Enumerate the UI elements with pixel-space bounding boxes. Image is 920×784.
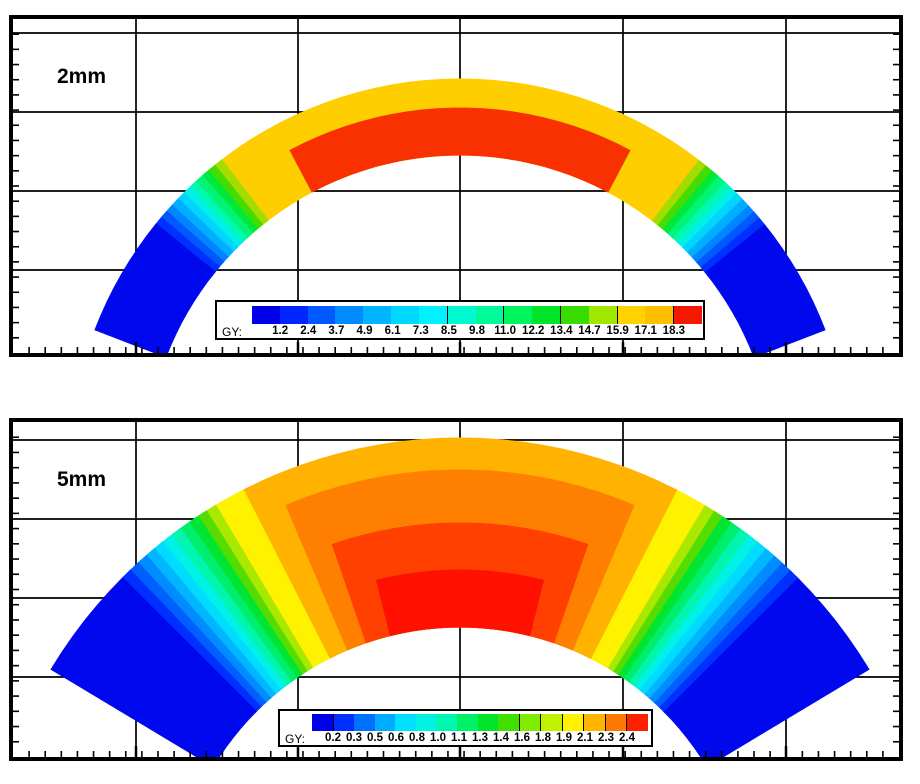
legend-tick-label: 7.3 <box>412 325 429 337</box>
colorbar-cell <box>252 306 280 324</box>
legend-tick-label: 2.3 <box>598 732 614 744</box>
plot-canvas <box>13 19 899 353</box>
legend-tick-label: 4.9 <box>356 325 373 337</box>
contour-band-nested <box>289 107 631 193</box>
contour-band-nested <box>375 569 545 637</box>
colorbar-cell <box>312 714 334 731</box>
colorbar-cell <box>447 306 476 324</box>
legend-tick-label: 15.9 <box>606 325 629 337</box>
plot-panel-2mm: 2mm GY: 1.2 2.4 3.7 4.9 6.1 7.3 8.5 9.8 11.0 12.2… <box>9 15 903 357</box>
contour-band <box>94 223 216 353</box>
colorbar-cell <box>418 306 448 324</box>
colorbar-cell <box>605 714 628 731</box>
colorbar-cell <box>415 714 437 731</box>
contour-band <box>50 576 258 757</box>
colorbar-cell <box>645 306 675 324</box>
legend-tick-label: 0.2 <box>325 732 341 744</box>
legend-tick-label: 1.1 <box>451 732 467 744</box>
legend-tick-label: 0.5 <box>367 732 383 744</box>
legend-tick-label: 0.3 <box>346 732 362 744</box>
colorbar-cell <box>541 714 563 731</box>
legend-tick-label: 1.2 <box>272 325 289 337</box>
plot-canvas <box>13 422 899 757</box>
colorbar-cell <box>674 306 702 324</box>
colorbar-cell <box>363 306 392 324</box>
colorbar <box>252 306 702 324</box>
legend-tick-label: 13.4 <box>550 325 573 337</box>
legend-tick-label: 18.3 <box>662 325 686 337</box>
colorbar-cell <box>519 714 542 731</box>
legend-tick-label: 1.8 <box>535 732 551 744</box>
colorbar-cell <box>584 714 606 731</box>
legend-tick-label: 2.1 <box>577 732 593 744</box>
legend-tick-label: 14.7 <box>578 325 601 337</box>
legend-tick-label: 1.3 <box>472 732 488 744</box>
legend-tick-label: 12.2 <box>522 325 545 337</box>
colorbar-cell <box>477 714 499 731</box>
legend-tick-label: 11.0 <box>494 325 516 337</box>
colorbar-cell <box>504 306 533 324</box>
colorbar-cell <box>335 306 364 324</box>
colorbar-cell <box>562 714 585 731</box>
colorbar-cell <box>456 714 478 731</box>
legend-tick-label: 1.0 <box>430 732 446 744</box>
legend-tick-label: 17.1 <box>634 325 657 337</box>
colorbar-cell <box>627 714 648 731</box>
legend-tick-label: 6.1 <box>384 325 401 337</box>
legend-tick-label: 9.8 <box>469 325 485 337</box>
legend-tick-label: 2.4 <box>619 732 635 744</box>
legend-tick-label: 8.5 <box>440 325 457 337</box>
legend-tick-label: 0.8 <box>409 732 425 744</box>
colorbar <box>312 714 648 731</box>
legend-tick-label: 3.7 <box>328 325 345 337</box>
colorbar-cell <box>588 306 618 324</box>
colorbar-cell <box>279 306 308 324</box>
legend-variable-label: GY: <box>222 325 243 339</box>
colorbar-cell <box>391 306 419 324</box>
colorbar-cell <box>617 306 646 324</box>
colorbar-cell <box>374 714 396 731</box>
case-label: 5mm <box>57 468 107 491</box>
colorbar-cell <box>354 714 375 731</box>
legend-tick-label: 1.4 <box>493 732 509 744</box>
colorbar-cell <box>436 714 457 731</box>
colorbar-cell <box>498 714 520 731</box>
contour-legend: GY: 0.2 0.3 0.5 0.6 0.8 1.0 1.1 1.3 1.4 1.6 1.8 1.9… <box>278 709 653 747</box>
legend-tick-label: 1.9 <box>556 732 572 744</box>
legend-tick-label: 0.6 <box>388 732 404 744</box>
legend-tick-label: 1.6 <box>514 732 530 744</box>
legend-tick-label: 2.4 <box>300 325 317 337</box>
case-label: 2mm <box>57 65 107 88</box>
colorbar-cell <box>307 306 336 324</box>
plot-panel-5mm: 5mm GY: 0.2 0.3 0.5 0.6 0.8 1.0 1.1 1.3 1.4 1.6 1.… <box>9 418 903 761</box>
colorbar-cell <box>395 714 416 731</box>
legend-variable-label: GY: <box>285 732 306 746</box>
colorbar-cell <box>333 714 355 731</box>
colorbar-cell <box>532 306 561 324</box>
contour-legend: GY: 1.2 2.4 3.7 4.9 6.1 7.3 8.5 9.8 11.0 12.2 13.4… <box>215 300 705 340</box>
colorbar-cell <box>475 306 505 324</box>
colorbar-cell <box>560 306 589 324</box>
